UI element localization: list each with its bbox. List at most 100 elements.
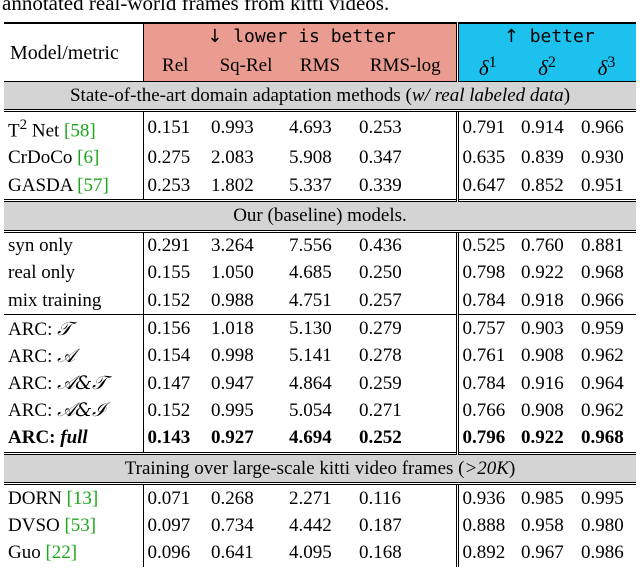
metric-rms: RMS xyxy=(285,50,355,82)
metric-value: 0.980 xyxy=(581,515,624,537)
section-title-sota: State-of-the-art domain adaptation metho… xyxy=(4,80,636,111)
metric-value: 0.436 xyxy=(355,229,457,260)
metric-value: 0.641 xyxy=(211,542,254,564)
citation-link[interactable]: [13] xyxy=(66,487,99,509)
model-name: CrDoCo xyxy=(8,147,78,169)
metric-value: 0.071 xyxy=(143,482,207,513)
citation-link[interactable]: [57] xyxy=(77,174,109,196)
metric-value: 1.018 xyxy=(207,314,285,343)
metric-value: 0.278 xyxy=(359,345,402,367)
table-row: GASDA [57] 0.253 1.802 5.337 0.339 0.647 0.852… xyxy=(4,171,636,201)
metric-rms-log: RMS-log xyxy=(355,50,457,82)
metric-value: 0.998 xyxy=(211,345,254,367)
metric-value: 4.864 xyxy=(289,372,332,394)
metric-value: 0.761 xyxy=(455,342,517,370)
table-row: mix training 0.152 0.988 4.751 0.257 0.784 0.9… xyxy=(4,287,636,315)
metric-value: 0.968 xyxy=(581,427,624,449)
model-name-cell: DVSO [53] xyxy=(4,512,144,540)
metric-value: 0.253 xyxy=(147,174,191,196)
metric-value: 0.275 xyxy=(147,147,191,169)
model-name: GASDA xyxy=(8,174,78,196)
model-variant: 𝒜&ℐ xyxy=(57,399,106,422)
metric-value: 0.839 xyxy=(521,147,564,169)
metric-value: 3.264 xyxy=(207,229,285,260)
metric-value: 0.155 xyxy=(147,262,191,284)
model-name: ARC: xyxy=(8,400,58,422)
metric-value: 0.892 xyxy=(455,539,517,568)
metric-value: 0.962 xyxy=(581,345,624,367)
metric-value: 0.995 xyxy=(211,399,254,421)
metric-value: 0.966 xyxy=(581,289,624,311)
metric-value: 0.766 xyxy=(455,397,517,425)
metric-value: 0.116 xyxy=(355,482,457,513)
metric-value: 0.908 xyxy=(521,399,564,421)
metric-value: 0.096 xyxy=(147,542,191,564)
metric-value: 0.988 xyxy=(211,289,254,311)
metric-value: 0.151 xyxy=(143,109,207,145)
model-name-cell: ARC: full xyxy=(4,424,144,454)
metric-value: 0.279 xyxy=(355,314,457,343)
metric-value: 1.050 xyxy=(211,262,254,284)
metric-value: 0.993 xyxy=(207,109,285,145)
model-variant: full xyxy=(60,427,88,449)
table-row: ARC: 𝒜 0.154 0.998 5.141 0.278 0.761 0.908 0.96… xyxy=(4,342,636,370)
metric-value: 4.442 xyxy=(289,515,332,537)
model-name-cell: ARC: 𝒜&𝒯 xyxy=(4,370,144,398)
table-row: CrDoCo [6] 0.275 2.083 5.908 0.347 0.635 0.839… xyxy=(4,144,636,172)
metric-value: 5.908 xyxy=(289,147,332,169)
model-name-cell: ARC: 𝒜 xyxy=(4,342,144,370)
table-row: DORN [13] 0.071 0.268 2.271 0.116 0.936 0.985 0… xyxy=(4,482,636,513)
model-name-cell: syn only xyxy=(4,229,144,260)
metric-value: 5.141 xyxy=(289,345,332,367)
metric-value: 0.259 xyxy=(359,372,402,394)
metric-value: 0.143 xyxy=(147,427,191,449)
metric-value: 0.635 xyxy=(455,144,517,172)
results-table: Model/metric ↓ lower is better ↑ better … xyxy=(4,22,636,568)
metric-value: 0.784 xyxy=(455,370,517,398)
model-name: mix training xyxy=(8,289,102,311)
metric-value: 0.903 xyxy=(517,314,577,343)
metric-value: 0.152 xyxy=(147,399,191,421)
metric-value: 0.962 xyxy=(581,399,624,421)
metric-value: 0.796 xyxy=(455,424,517,454)
model-name-cell: ARC: 𝒯 xyxy=(4,314,144,343)
metric-value: 5.337 xyxy=(289,174,332,196)
metric-value: 0.958 xyxy=(521,515,564,537)
header-row-2: Rel Sq-Rel RMS RMS-log δ1 δ2 δ3 xyxy=(4,50,636,82)
metric-value: 0.097 xyxy=(147,515,191,537)
metric-value: 0.936 xyxy=(455,482,517,513)
metric-value: 0.791 xyxy=(455,109,517,145)
metric-value: 0.147 xyxy=(147,372,191,394)
table-row: real only 0.155 1.050 4.685 0.250 0.798 0.922 0… xyxy=(4,259,636,288)
citation-link[interactable]: [58] xyxy=(64,120,96,142)
model-name-cell: ARC: 𝒜&ℐ xyxy=(4,397,144,425)
metric-value: 0.852 xyxy=(521,174,564,196)
metric-value: 0.268 xyxy=(207,482,285,513)
table-row: syn only 0.291 3.264 7.556 0.436 0.525 0.760 0.… xyxy=(4,229,636,260)
metric-value: 0.152 xyxy=(147,289,191,311)
section-title-large-scale: Training over large-scale kitti video fr… xyxy=(4,451,636,484)
metric-value: 7.556 xyxy=(285,229,355,260)
metric-value: 0.951 xyxy=(581,174,624,196)
metric-value: 0.922 xyxy=(521,427,564,449)
metric-value: 0.985 xyxy=(517,482,577,513)
model-name: Guo xyxy=(8,542,46,564)
section-header: Training over large-scale kitti video fr… xyxy=(4,451,636,484)
better-header: ↑ better xyxy=(455,22,636,50)
metric-value: 0.291 xyxy=(143,229,207,260)
table-row: DVSO [53] 0.097 0.734 4.442 0.187 0.888 0.958 0… xyxy=(4,512,636,540)
model-name-cell: CrDoCo [6] xyxy=(4,144,144,172)
metric-value: 0.918 xyxy=(521,289,564,311)
metric-value: 0.888 xyxy=(455,512,517,540)
metric-value: 0.647 xyxy=(455,171,517,201)
model-name-cell: T2 Net [58] xyxy=(4,109,144,145)
metric-value: 0.986 xyxy=(581,542,624,564)
metric-value: 0.339 xyxy=(359,174,402,196)
citation-link[interactable]: [53] xyxy=(64,515,97,537)
metric-value: 0.187 xyxy=(359,515,402,537)
citation-link[interactable]: [6] xyxy=(77,147,100,169)
table-row: Guo [22] 0.096 0.641 4.095 0.168 0.892 0.967 0.… xyxy=(4,539,636,568)
metric-value: 0.914 xyxy=(517,109,577,145)
citation-link[interactable]: [22] xyxy=(45,542,78,564)
model-name: real only xyxy=(8,262,76,284)
